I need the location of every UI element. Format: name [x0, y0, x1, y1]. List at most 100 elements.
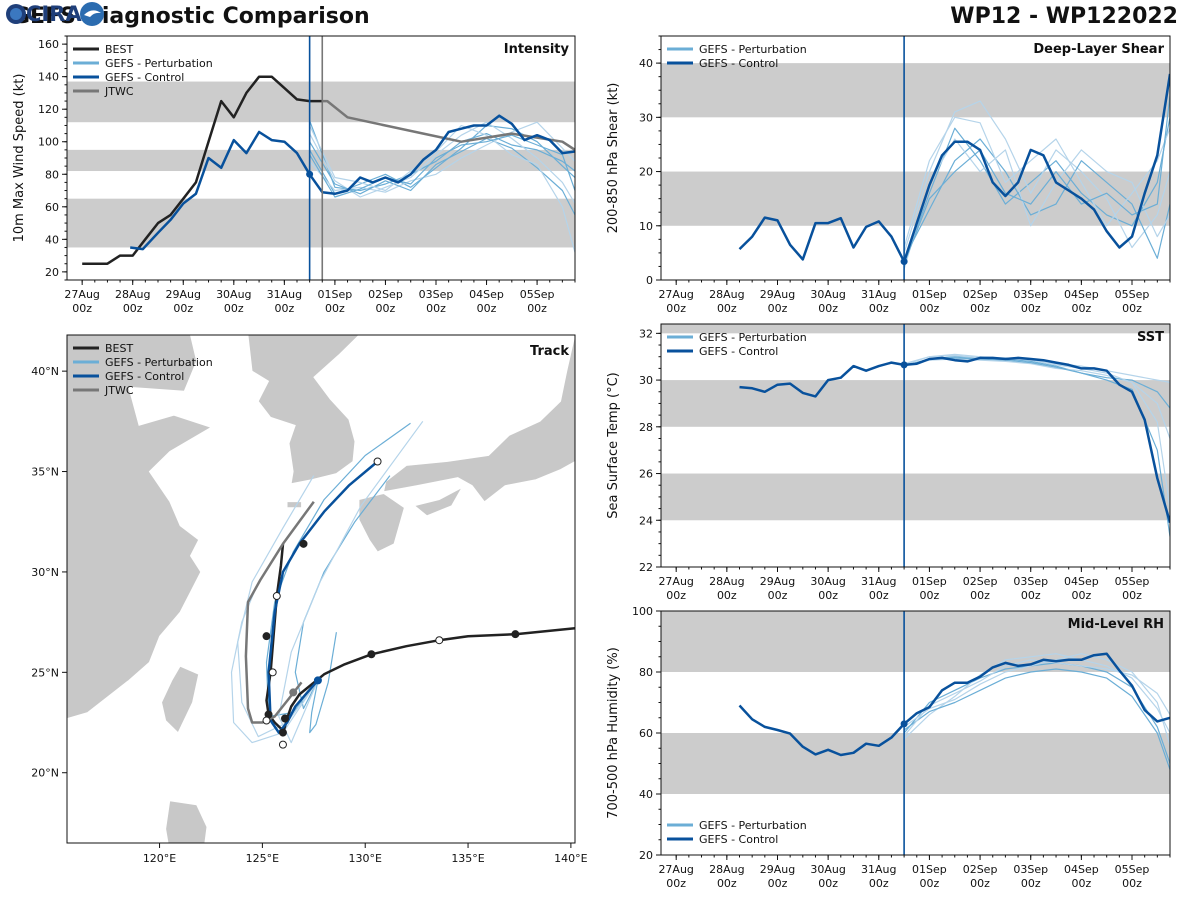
land-taiwan — [161, 665, 200, 734]
legend-label-0: BEST — [105, 342, 133, 355]
sst-xtick-date: 30Aug — [810, 575, 845, 588]
sst-xtick-date: 27Aug — [658, 575, 693, 588]
rh-series-gefs-perturbation3 — [903, 668, 1170, 770]
intensity-xtick-hour: 00z — [477, 302, 497, 315]
intensity-ytick-label: 100 — [38, 136, 59, 149]
rh-xtick-hour: 00z — [869, 877, 889, 890]
shear-xtick-date: 01Sep — [912, 288, 947, 301]
track-xtick-label: 125°E — [246, 852, 279, 865]
intensity-ytick-label: 80 — [45, 168, 59, 181]
track-position-marker — [299, 539, 308, 548]
track-position-marker — [278, 728, 287, 737]
rh-ytick-label: 100 — [632, 605, 653, 618]
intensity-xtick-date: 05Sep — [520, 288, 555, 301]
track-xtick-label: 120°E — [143, 852, 176, 865]
track-position-marker — [278, 740, 287, 749]
shear-xtick-hour: 00z — [869, 302, 889, 315]
shear-xtick-date: 28Aug — [709, 288, 744, 301]
legend-label-2: GEFS - Control — [105, 370, 184, 383]
rh-ytick-label: 20 — [639, 849, 653, 862]
intensity-ytick-label: 60 — [45, 201, 59, 214]
shear-xtick-date: 31Aug — [861, 288, 896, 301]
sst-panel: 22242628303227Aug00z28Aug00z29Aug00z30Au… — [606, 323, 1171, 602]
shear-xtick-hour: 00z — [717, 302, 737, 315]
track-position-marker — [511, 630, 520, 639]
intensity-ytick-label: 140 — [38, 71, 59, 84]
intensity-xtick-date: 02Sep — [368, 288, 403, 301]
track-position-marker — [373, 457, 382, 466]
legend-label-1: GEFS - Control — [699, 345, 778, 358]
rh-xtick-date: 04Sep — [1064, 863, 1099, 876]
intensity-xtick-hour: 00z — [72, 302, 92, 315]
intensity-xtick-date: 31Aug — [267, 288, 302, 301]
sst-band — [661, 380, 1170, 427]
rh-xtick-date: 05Sep — [1115, 863, 1150, 876]
shear-ytick-label: 30 — [639, 111, 653, 124]
track-position-marker — [313, 676, 322, 685]
sst-xtick-hour: 00z — [768, 589, 788, 602]
shear-xtick-hour: 00z — [970, 302, 990, 315]
track-position-marker — [272, 592, 281, 601]
intensity-ytick-label: 40 — [45, 233, 59, 246]
sst-xtick-date: 01Sep — [912, 575, 947, 588]
track-gefs-perturbation4 — [278, 420, 424, 744]
rh-xtick-date: 30Aug — [810, 863, 845, 876]
sst-xtick-hour: 00z — [1071, 589, 1091, 602]
rh-xtick-hour: 00z — [970, 877, 990, 890]
shear-xtick-hour: 00z — [666, 302, 686, 315]
sst-xtick-date: 03Sep — [1013, 575, 1048, 588]
sst-ytick-label: 22 — [639, 561, 653, 574]
sst-xtick-hour: 00z — [970, 589, 990, 602]
intensity-series-gefs-perturbation6 — [309, 134, 575, 198]
track-ytick-label: 30°N — [31, 566, 59, 579]
track-position-marker — [435, 636, 444, 645]
track-xtick-label: 130°E — [348, 852, 381, 865]
sst-xtick-date: 28Aug — [709, 575, 744, 588]
legend-label-1: GEFS - Perturbation — [105, 57, 213, 70]
rh-xtick-date: 31Aug — [861, 863, 896, 876]
sst-xtick-date: 04Sep — [1064, 575, 1099, 588]
sst-xtick-hour: 00z — [869, 589, 889, 602]
shear-band — [661, 63, 1170, 118]
sst-band — [661, 473, 1170, 521]
sst-xtick-date: 02Sep — [963, 575, 998, 588]
track-position-marker — [268, 668, 277, 677]
sst-xtick-hour: 00z — [818, 589, 838, 602]
sst-frame — [660, 323, 1171, 568]
track-position-marker — [281, 714, 290, 723]
track-frame — [66, 334, 576, 844]
sst-ytick-label: 28 — [639, 421, 653, 434]
shear-series-gefs-perturbation5 — [903, 95, 1170, 264]
shear-xtick-hour: 00z — [1071, 302, 1091, 315]
rh-band — [661, 733, 1170, 794]
shear-xtick-date: 05Sep — [1115, 288, 1150, 301]
rh-series-gefs-perturbation4 — [903, 659, 1170, 737]
legend-label-0: BEST — [105, 43, 133, 56]
shear-xtick-date: 02Sep — [963, 288, 998, 301]
intensity-series-best7 — [82, 75, 323, 265]
sst-xtick-hour: 00z — [1122, 589, 1142, 602]
legend-label-3: JTWC — [104, 384, 134, 397]
storm-id-title: WP12 - WP122022 — [950, 4, 1178, 29]
sst-series-gefs-control5 — [739, 356, 1170, 523]
cira-logo-text: CIRA — [26, 2, 82, 26]
sst-xtick-hour: 00z — [717, 589, 737, 602]
intensity-xtick-date: 28Aug — [115, 288, 150, 301]
shear-xtick-hour: 00z — [1122, 302, 1142, 315]
land-japan-honshu — [383, 335, 575, 503]
track-jtwc8 — [244, 500, 315, 724]
legend-label-1: GEFS - Control — [699, 833, 778, 846]
sst-xtick-date: 05Sep — [1115, 575, 1150, 588]
sst-xtick-date: 29Aug — [760, 575, 795, 588]
intensity-series-gefs-perturbation3 — [309, 121, 575, 193]
sst-series-gefs-perturbation4 — [903, 354, 1170, 509]
shear-series-gefs-control6 — [738, 73, 1170, 263]
rh-xtick-hour: 00z — [666, 877, 686, 890]
intensity-plot-area — [82, 75, 575, 265]
shear-xtick-hour: 00z — [1021, 302, 1041, 315]
intensity-series-gefs-perturbation2 — [309, 121, 575, 204]
